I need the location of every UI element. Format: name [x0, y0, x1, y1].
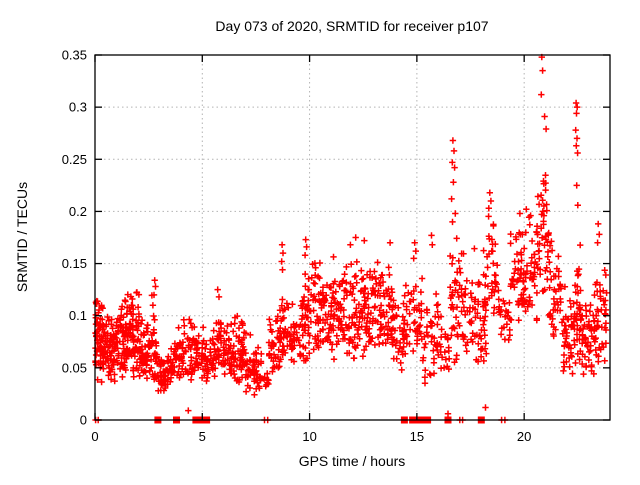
- x-tick-label: 15: [410, 429, 424, 444]
- y-tick-label: 0.35: [62, 48, 87, 63]
- y-tick-label: 0.15: [62, 256, 87, 271]
- data-points-layer: [92, 53, 610, 417]
- y-axis-label: SRMTID / TECUs: [14, 182, 30, 292]
- axis-ticks: [94, 54, 610, 421]
- x-tick-label: 10: [302, 429, 316, 444]
- y-tick-label: 0.05: [62, 360, 87, 375]
- y-tick-labels: 0 0.05 0.1 0.15 0.2 0.25 0.3 0.35: [62, 48, 87, 428]
- x-tick-label: 0: [91, 429, 98, 444]
- chart-title: Day 073 of 2020, SRMTID for receiver p10…: [215, 18, 488, 34]
- y-tick-label: 0: [80, 413, 87, 428]
- y-tick-label: 0.2: [69, 204, 87, 219]
- y-tick-label: 0.25: [62, 152, 87, 167]
- y-tick-label: 0.3: [69, 100, 87, 115]
- x-axis-label: GPS time / hours: [299, 453, 406, 469]
- y-tick-label: 0.1: [69, 308, 87, 323]
- x-tick-labels: 0 5 10 15 20: [91, 429, 531, 444]
- x-tick-label: 20: [517, 429, 531, 444]
- x-tick-label: 5: [199, 429, 206, 444]
- scatter-points-path: [92, 53, 610, 417]
- plot-border: [94, 54, 611, 421]
